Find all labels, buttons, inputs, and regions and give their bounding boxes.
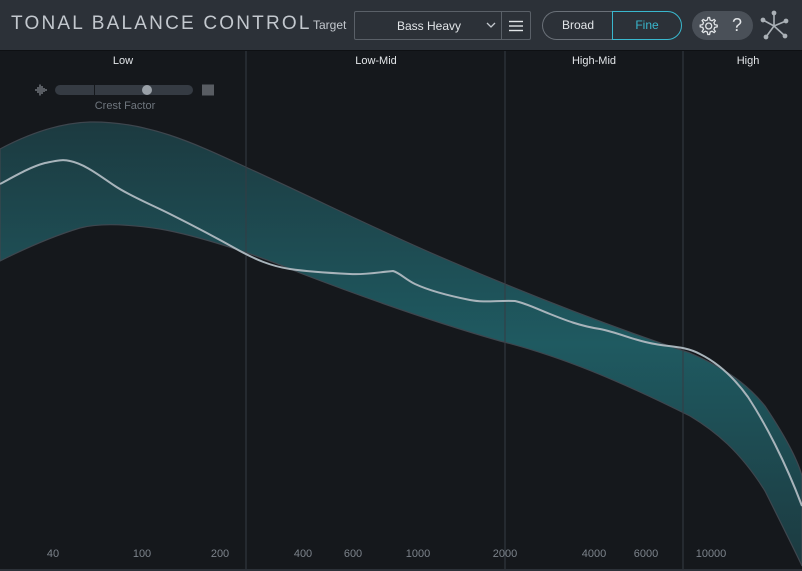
band-label-low-mid: Low-Mid	[355, 55, 397, 67]
freq-label-200: 200	[210, 548, 230, 560]
fine-mode-button[interactable]: Fine	[612, 11, 682, 40]
hamburger-menu-icon	[509, 20, 523, 32]
band-label-high-mid: High-Mid	[571, 55, 617, 67]
target-dropdown-value: Bass Heavy	[396, 19, 462, 33]
graph-canvas	[0, 51, 802, 569]
band-label-low: Low	[112, 55, 134, 67]
crest-high-waveform-icon	[202, 84, 214, 96]
top-toolbar: TONAL BALANCE CONTROL Target Bass Heavy …	[0, 0, 802, 51]
target-menu-button[interactable]	[502, 11, 531, 40]
freq-label-10000: 10000	[695, 548, 727, 560]
app-title: TONAL BALANCE CONTROL	[11, 13, 312, 34]
freq-label-40: 40	[46, 548, 60, 560]
crest-factor-center-tick	[94, 85, 95, 95]
freq-label-400: 400	[293, 548, 313, 560]
izotope-logo-icon[interactable]	[760, 10, 790, 40]
freq-label-100: 100	[132, 548, 152, 560]
bottom-edge	[0, 569, 802, 571]
freq-label-600: 600	[343, 548, 363, 560]
chevron-down-icon	[486, 22, 496, 28]
freq-label-1000: 1000	[405, 548, 431, 560]
band-label-high: High	[736, 55, 760, 67]
broad-mode-button[interactable]: Broad	[542, 11, 613, 40]
spectrum-curve	[0, 159, 802, 507]
target-dropdown[interactable]: Bass Heavy	[354, 11, 502, 40]
freq-label-6000: 6000	[633, 548, 659, 560]
gear-icon	[699, 16, 718, 36]
help-button[interactable]: ?	[723, 11, 753, 40]
crest-low-waveform-icon	[35, 84, 47, 96]
freq-label-4000: 4000	[581, 548, 607, 560]
crest-factor-control: Crest Factor	[33, 81, 215, 113]
question-mark-icon: ?	[731, 15, 742, 35]
tonal-balance-graph[interactable]: Low Low-Mid High-Mid High	[0, 51, 802, 569]
target-range-band	[0, 121, 802, 567]
freq-label-2000: 2000	[492, 548, 518, 560]
crest-factor-slider[interactable]	[55, 85, 193, 95]
crest-factor-slider-handle[interactable]	[142, 85, 153, 95]
settings-button[interactable]	[692, 11, 723, 40]
crest-factor-label: Crest Factor	[94, 100, 156, 112]
target-label: Target	[313, 18, 347, 32]
